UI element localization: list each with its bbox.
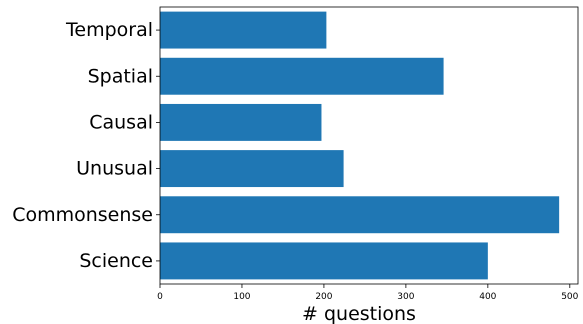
- category-label-unusual: Unusual: [76, 158, 153, 180]
- category-label-spatial: Spatial: [88, 65, 153, 87]
- category-label-causal: Causal: [89, 111, 153, 133]
- bar-unusual: [160, 150, 344, 188]
- x-tick-label: 500: [561, 292, 578, 302]
- category-label-commonsense: Commonsense: [12, 204, 153, 226]
- x-axis-title: # questions: [302, 303, 416, 324]
- plot-frame: [159, 6, 579, 285]
- x-tick-label: 0: [157, 292, 163, 302]
- bar-science: [160, 242, 488, 280]
- x-tick-label: 100: [233, 292, 250, 302]
- x-tick-label: 400: [479, 292, 496, 302]
- category-label-temporal: Temporal: [65, 19, 153, 41]
- x-tick-label: 300: [397, 292, 414, 302]
- category-labels: Temporal Spatial Causal Unusual Commonsense S…: [12, 19, 160, 272]
- x-axis-ticks: 0 100 200 300 400 500: [157, 284, 579, 302]
- bar-commonsense: [160, 196, 560, 234]
- category-label-science: Science: [79, 250, 153, 272]
- bar-temporal: [160, 11, 327, 49]
- bars-group: [160, 11, 560, 280]
- x-tick-label: 200: [315, 292, 332, 302]
- bar-spatial: [160, 57, 444, 95]
- bar-causal: [160, 103, 322, 141]
